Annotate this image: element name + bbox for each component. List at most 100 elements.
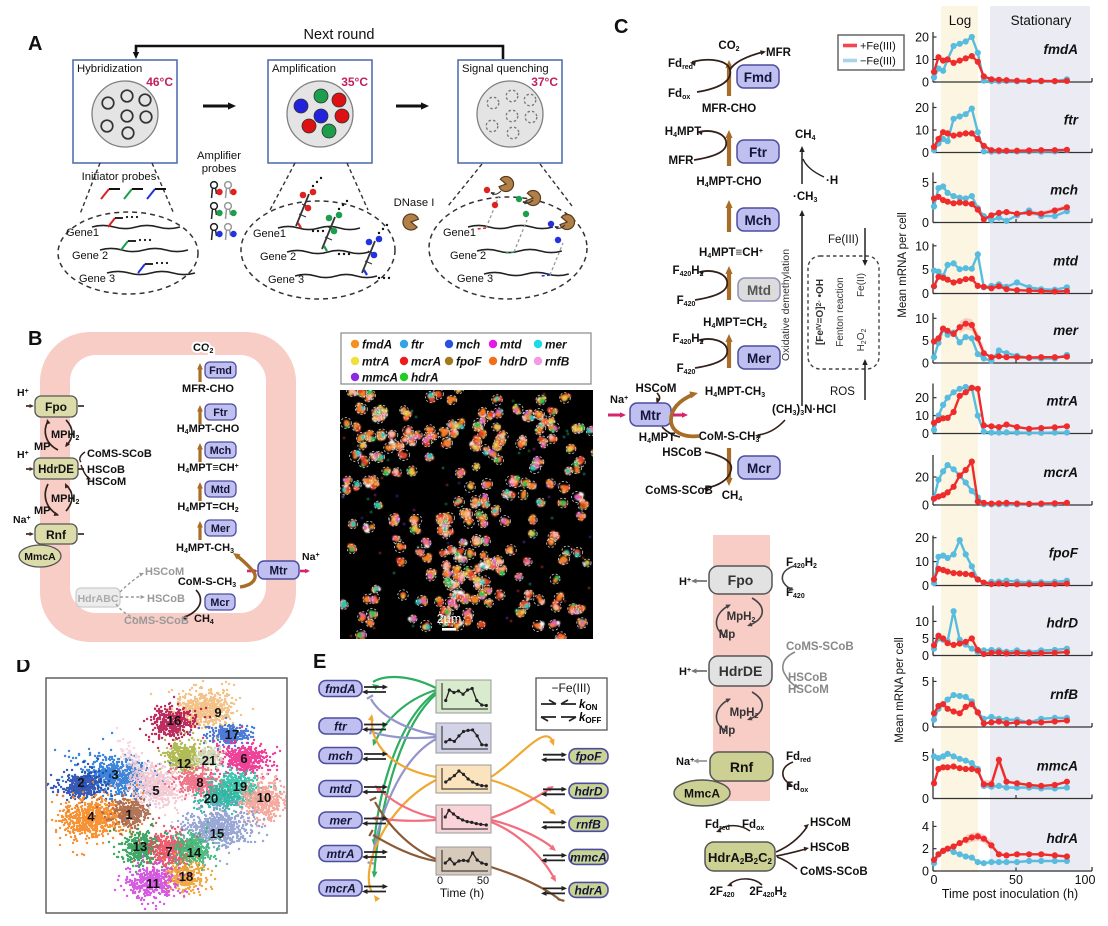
svg-text:0: 0 bbox=[931, 873, 938, 887]
svg-text:HdrA2B2C2: HdrA2B2C2 bbox=[708, 850, 772, 866]
svg-text:5: 5 bbox=[922, 675, 929, 689]
svg-text:Rnf: Rnf bbox=[730, 759, 754, 775]
svg-text:Mer: Mer bbox=[211, 523, 231, 535]
svg-text:F420H2: F420H2 bbox=[786, 557, 817, 570]
svg-text:Mch: Mch bbox=[210, 445, 232, 457]
svg-text:−Fe(III): −Fe(III) bbox=[860, 56, 896, 68]
svg-text:mcrA: mcrA bbox=[325, 882, 356, 896]
svg-text:0: 0 bbox=[922, 499, 929, 513]
svg-text:mch: mch bbox=[328, 749, 353, 763]
svg-text:mmcA: mmcA bbox=[570, 850, 607, 864]
svg-text:H4MPT-CHO: H4MPT-CHO bbox=[696, 176, 761, 189]
svg-text:H4MPT-CH3: H4MPT-CH3 bbox=[176, 542, 234, 555]
svg-text:+Fe(III): +Fe(III) bbox=[860, 41, 896, 53]
svg-text:Fdred: Fdred bbox=[705, 819, 730, 832]
svg-text:Na+: Na+ bbox=[13, 514, 31, 526]
svg-text:Fdred: Fdred bbox=[668, 58, 693, 71]
svg-text:0: 0 bbox=[922, 357, 929, 371]
svg-text:3: 3 bbox=[111, 767, 118, 782]
svg-text:H4MPT=CH2: H4MPT=CH2 bbox=[703, 317, 767, 330]
svg-text:hdrA: hdrA bbox=[1047, 831, 1079, 846]
svg-text:17: 17 bbox=[225, 727, 239, 742]
svg-text:1: 1 bbox=[125, 807, 132, 822]
svg-text:37°C: 37°C bbox=[531, 75, 558, 89]
svg-text:Amplifier: Amplifier bbox=[197, 150, 241, 162]
svg-text:mtd: mtd bbox=[1053, 254, 1078, 269]
svg-text:hdrA: hdrA bbox=[575, 883, 603, 897]
svg-text:HdrDE: HdrDE bbox=[719, 663, 763, 679]
svg-text:HSCoM: HSCoM bbox=[145, 566, 184, 578]
svg-text:Mtd: Mtd bbox=[211, 484, 230, 496]
svg-text:Fpo: Fpo bbox=[728, 572, 754, 588]
svg-text:Fmd: Fmd bbox=[209, 365, 232, 377]
svg-text:hdrA: hdrA bbox=[411, 371, 439, 385]
svg-text:HSCoB: HSCoB bbox=[147, 593, 185, 605]
svg-text:HSCoM: HSCoM bbox=[636, 383, 677, 395]
svg-text:MFR: MFR bbox=[766, 47, 792, 59]
svg-text:mer: mer bbox=[1053, 323, 1079, 338]
svg-text:5: 5 bbox=[922, 750, 929, 764]
svg-text:7: 7 bbox=[165, 844, 172, 859]
svg-text:Gene1: Gene1 bbox=[253, 228, 286, 240]
svg-text:H4MPT=CH2: H4MPT=CH2 bbox=[177, 501, 238, 514]
svg-text:20: 20 bbox=[915, 31, 929, 45]
svg-text:0: 0 bbox=[922, 865, 929, 879]
svg-text:DNase I: DNase I bbox=[394, 197, 435, 209]
svg-text:Gene 2: Gene 2 bbox=[450, 250, 486, 262]
svg-text:20: 20 bbox=[915, 391, 929, 405]
svg-text:rnfB: rnfB bbox=[576, 817, 601, 831]
svg-text:Time post inoculation (h): Time post inoculation (h) bbox=[942, 887, 1078, 901]
svg-text:mmcA: mmcA bbox=[1037, 759, 1078, 774]
svg-text:0: 0 bbox=[922, 792, 929, 806]
svg-text:Log: Log bbox=[949, 13, 972, 28]
svg-text:Mean mRNA per cell: Mean mRNA per cell bbox=[894, 637, 906, 742]
svg-text:F420: F420 bbox=[786, 587, 805, 600]
svg-text:Fdred: Fdred bbox=[786, 751, 811, 764]
svg-text:mer: mer bbox=[329, 814, 352, 828]
svg-text:(CH3)3N·HCl: (CH3)3N·HCl bbox=[772, 404, 836, 417]
svg-text:probes: probes bbox=[202, 163, 237, 175]
svg-text:50: 50 bbox=[1009, 873, 1023, 887]
svg-text:D: D bbox=[16, 660, 30, 677]
svg-text:4: 4 bbox=[922, 820, 929, 834]
svg-text:15: 15 bbox=[210, 826, 224, 841]
svg-text:CoMS-SCoB: CoMS-SCoB bbox=[800, 866, 868, 878]
svg-text:10: 10 bbox=[915, 124, 929, 138]
svg-text:ftr: ftr bbox=[411, 338, 425, 352]
svg-text:B: B bbox=[28, 328, 42, 350]
svg-text:mcrA: mcrA bbox=[1043, 465, 1078, 480]
svg-text:Stationary: Stationary bbox=[1011, 13, 1072, 28]
svg-text:mtrA: mtrA bbox=[362, 355, 390, 369]
svg-text:Mch: Mch bbox=[745, 213, 772, 228]
svg-text:hdrD: hdrD bbox=[500, 355, 528, 369]
svg-text:6: 6 bbox=[240, 751, 247, 766]
svg-text:Hybridization: Hybridization bbox=[77, 63, 142, 75]
svg-text:20: 20 bbox=[204, 791, 218, 806]
svg-text:mtrA: mtrA bbox=[326, 847, 354, 861]
svg-text:hdrD: hdrD bbox=[575, 784, 603, 798]
svg-text:F420H2: F420H2 bbox=[673, 333, 704, 346]
svg-text:19: 19 bbox=[233, 779, 247, 794]
svg-text:0: 0 bbox=[922, 649, 929, 663]
svg-text:HSCoB: HSCoB bbox=[87, 464, 125, 476]
svg-text:mer: mer bbox=[545, 338, 568, 352]
svg-text:H+: H+ bbox=[679, 666, 691, 678]
svg-text:Mtr: Mtr bbox=[270, 566, 288, 578]
svg-text:0: 0 bbox=[922, 721, 929, 735]
svg-text:18: 18 bbox=[179, 869, 193, 884]
svg-text:2F420H2: 2F420H2 bbox=[749, 886, 786, 899]
svg-text:10: 10 bbox=[915, 555, 929, 569]
svg-text:2F420: 2F420 bbox=[709, 886, 734, 899]
svg-text:Gene 3: Gene 3 bbox=[457, 273, 493, 285]
svg-text:Mer: Mer bbox=[747, 351, 772, 366]
svg-text:MpH2: MpH2 bbox=[730, 707, 759, 720]
svg-text:HSCoM: HSCoM bbox=[810, 817, 851, 829]
svg-text:Gene 2: Gene 2 bbox=[72, 250, 108, 262]
svg-text:CO2: CO2 bbox=[718, 40, 739, 53]
svg-text:4: 4 bbox=[87, 809, 95, 824]
svg-text:Mtr: Mtr bbox=[640, 408, 662, 423]
svg-text:Mcr: Mcr bbox=[747, 461, 772, 476]
svg-text:9: 9 bbox=[214, 705, 221, 720]
svg-text:2: 2 bbox=[922, 842, 929, 856]
svg-text:H4MPT≡CH+: H4MPT≡CH+ bbox=[177, 462, 238, 475]
